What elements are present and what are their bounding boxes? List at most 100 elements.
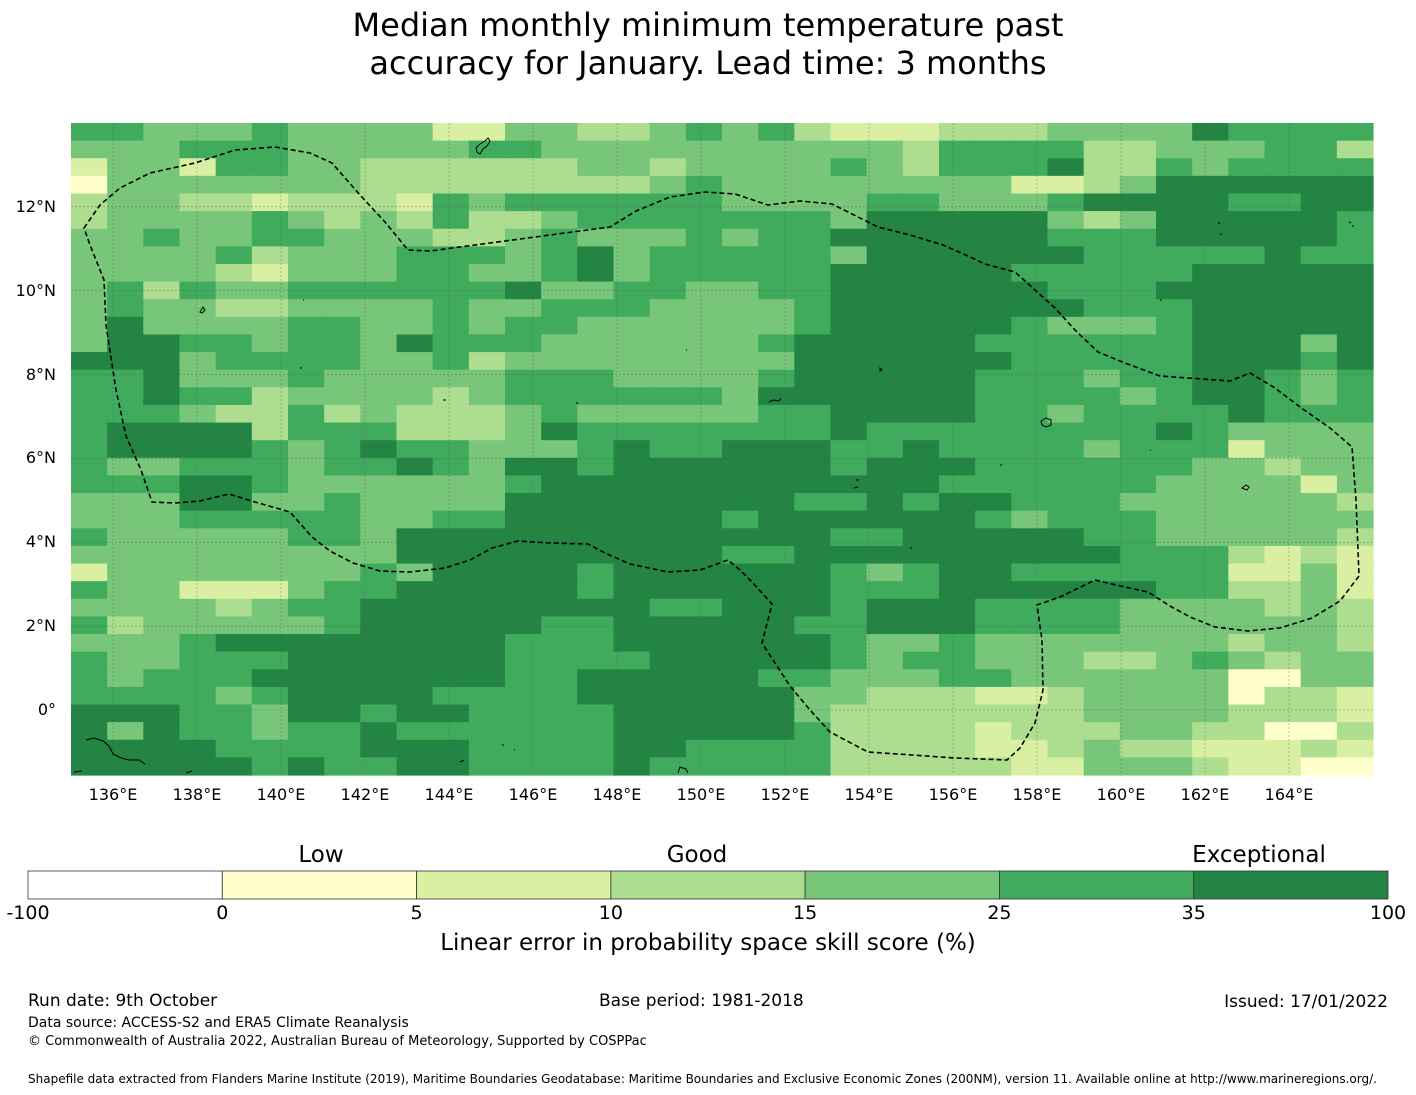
grid-cell — [722, 404, 759, 424]
grid-cell — [975, 281, 1012, 300]
grid-cell — [1300, 404, 1338, 424]
grid-cell — [1192, 457, 1229, 477]
grid-cell — [251, 457, 289, 477]
grid-cell — [71, 175, 108, 195]
grid-cell — [505, 457, 542, 477]
grid-cell — [1083, 528, 1121, 547]
grid-cell — [794, 545, 832, 565]
colorbar-tick-label: -100 — [6, 902, 50, 924]
grid-cell — [143, 175, 181, 195]
grid-cell — [685, 739, 723, 758]
grid-cell — [396, 598, 434, 617]
grid-cell — [902, 404, 940, 424]
grid-cell — [685, 651, 723, 670]
grid-cell — [577, 387, 615, 406]
grid-cell — [1192, 422, 1229, 441]
grid-cell — [1192, 563, 1229, 582]
grid-cell — [1156, 757, 1193, 776]
y-tick-label: 0° — [37, 700, 56, 719]
grid-cell — [324, 493, 361, 512]
grid-cell — [468, 140, 506, 159]
grid-cell — [1336, 493, 1374, 512]
grid-cell — [613, 686, 651, 706]
grid-cell — [143, 669, 181, 688]
grid-cell — [143, 228, 181, 247]
grid-cell — [324, 352, 361, 371]
grid-cell — [1336, 598, 1374, 617]
grid-cell — [1192, 334, 1229, 353]
grid-cell — [1083, 228, 1121, 247]
colorbar — [27, 870, 1389, 900]
grid-cell — [1011, 581, 1049, 600]
grid-cell — [613, 316, 651, 336]
grid-cell — [1047, 616, 1085, 635]
grid-cell — [541, 475, 578, 494]
grid-cell — [866, 545, 904, 565]
grid-cell — [794, 316, 832, 336]
grid-cell — [722, 475, 759, 494]
grid-cell — [1228, 563, 1266, 582]
grid-cell — [1119, 246, 1157, 265]
grid-cell — [107, 686, 144, 706]
grid-cell — [1011, 352, 1049, 371]
grid-cell — [685, 404, 723, 424]
grid-cell — [1083, 510, 1121, 529]
grid-cell — [613, 140, 651, 159]
grid-cell — [251, 634, 289, 653]
grid-cell — [722, 457, 759, 477]
grid-cell — [830, 669, 868, 688]
grid-cell — [830, 123, 868, 142]
grid-cell — [794, 510, 832, 529]
x-tick-label: 152°E — [760, 785, 810, 804]
grid-cell — [1083, 316, 1121, 336]
grid-cell — [1192, 175, 1229, 195]
grid-cell — [1011, 563, 1049, 582]
grid-cell — [794, 739, 832, 758]
grid-cell — [902, 493, 940, 512]
grid-cell — [939, 563, 976, 582]
grid-cell — [288, 334, 325, 353]
grid-cell — [1228, 739, 1266, 758]
grid-cell — [324, 158, 361, 177]
grid-cell — [1047, 651, 1085, 670]
grid-cell — [1192, 404, 1229, 424]
grid-cell — [1300, 193, 1338, 212]
grid-cell — [215, 475, 253, 494]
grid-cell — [360, 123, 398, 142]
grid-cell — [722, 545, 759, 565]
grid-cell — [1011, 175, 1049, 195]
grid-cell — [1119, 704, 1157, 723]
grid-cell — [360, 493, 398, 512]
grid-cell — [360, 722, 398, 741]
grid-cell — [1264, 493, 1302, 512]
grid-cell — [71, 457, 108, 477]
grid-cell — [577, 123, 615, 142]
grid-cell — [866, 493, 904, 512]
grid-cell — [1156, 651, 1193, 670]
grid-cell — [975, 404, 1012, 424]
grid-cell — [71, 193, 108, 212]
grid-cell — [794, 246, 832, 265]
grid-cell — [468, 598, 506, 617]
grid-cell — [1300, 545, 1338, 565]
grid-cell — [1156, 404, 1193, 424]
grid-cell — [107, 598, 144, 617]
grid-cell — [251, 757, 289, 776]
grid-cell — [179, 369, 217, 388]
grid-cell — [1228, 493, 1266, 512]
grid-cell — [179, 686, 217, 706]
grid-cell — [1047, 123, 1085, 142]
grid-cell — [1300, 158, 1338, 177]
grid-cell — [468, 616, 506, 635]
grid-cell — [758, 211, 795, 230]
grid-cell — [1264, 175, 1302, 195]
grid-cell — [505, 651, 542, 670]
grid-cell — [360, 193, 398, 212]
grid-cell — [758, 722, 795, 741]
grid-cell — [685, 493, 723, 512]
grid-cell — [505, 369, 542, 388]
grid-cell — [866, 140, 904, 159]
grid-cell — [649, 704, 687, 723]
grid-cell — [939, 704, 976, 723]
grid-cell — [1336, 545, 1374, 565]
